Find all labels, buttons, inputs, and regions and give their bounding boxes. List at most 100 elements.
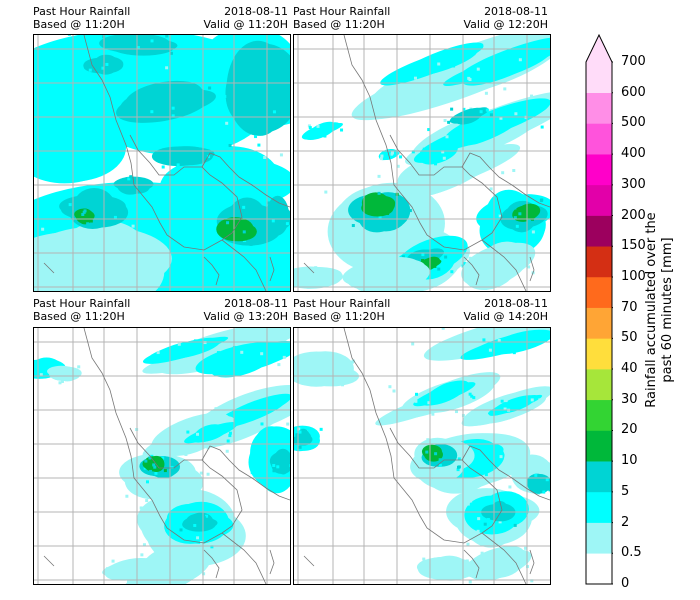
rain-speck <box>240 350 244 354</box>
colorbar-bin <box>586 522 612 554</box>
rain-speck <box>422 557 426 561</box>
rain-speck <box>457 465 461 469</box>
colorbar-bin <box>586 123 612 155</box>
rain-speck <box>153 465 157 469</box>
rain-cell <box>44 232 135 278</box>
rain-speck <box>498 520 502 524</box>
rain-speck <box>468 392 472 396</box>
coastline-east <box>201 445 290 501</box>
rain-speck <box>156 351 160 355</box>
rain-speck <box>467 76 471 80</box>
rain-speck <box>56 225 60 229</box>
rain-speck <box>323 134 327 138</box>
rain-speck <box>310 429 314 433</box>
island <box>43 555 55 567</box>
rain-speck <box>242 205 246 209</box>
rain-speck <box>530 406 534 410</box>
rain-speck <box>422 147 426 151</box>
colorbar-extend-arrow <box>586 35 612 62</box>
rain-speck <box>341 383 345 387</box>
coastline-main <box>343 328 503 544</box>
colorbar-bin <box>586 491 612 523</box>
map-grid <box>294 328 550 584</box>
rain-speck <box>316 380 320 384</box>
rain-cell <box>229 345 286 371</box>
rain-speck <box>442 156 446 160</box>
rain-speck <box>129 185 133 189</box>
rain-speck <box>171 106 175 110</box>
rain-cell <box>361 199 394 217</box>
rain-speck <box>427 128 431 132</box>
rain-speck <box>147 270 151 274</box>
rain-speck <box>277 363 281 367</box>
island <box>463 549 480 579</box>
rain-speck <box>426 264 430 268</box>
coastline-main <box>343 35 503 251</box>
rain-speck <box>469 499 473 503</box>
rain-speck <box>529 208 533 212</box>
rain-speck <box>482 568 486 572</box>
rain-speck <box>105 259 109 263</box>
rain-speck <box>250 406 254 410</box>
rain-speck <box>418 456 422 460</box>
rain-speck <box>218 516 222 520</box>
rain-speck <box>165 114 169 118</box>
rain-speck <box>60 112 64 116</box>
rain-speck <box>460 400 464 404</box>
rain-speck <box>196 536 200 540</box>
rain-speck <box>534 473 538 477</box>
rain-speck <box>129 560 133 564</box>
coastline <box>43 35 290 291</box>
rain-speck <box>316 124 320 128</box>
rain-speck <box>445 135 449 139</box>
rain-speck <box>142 543 146 547</box>
colorbar-bin <box>586 461 612 493</box>
rain-speck <box>497 338 501 342</box>
rain-speck <box>235 226 239 230</box>
rain-speck <box>89 219 93 223</box>
rain-speck <box>214 407 218 411</box>
rain-speck <box>502 495 506 499</box>
colorbar-bin <box>586 92 612 124</box>
rain-speck <box>303 278 307 282</box>
rain-speck <box>377 174 381 178</box>
colorbar-tick-label: 600 <box>621 84 646 100</box>
rain-speck <box>503 87 507 91</box>
rain-speck <box>37 363 41 367</box>
colorbar-tick-label: 400 <box>621 146 646 162</box>
rain-speck <box>111 569 115 573</box>
rain-speck <box>449 481 453 485</box>
rain-speck <box>86 222 90 226</box>
rain-speck <box>392 389 396 393</box>
rain-cell <box>192 423 232 440</box>
rain-speck <box>360 243 364 247</box>
rain-speck <box>433 264 437 268</box>
rain-speck <box>324 190 328 194</box>
rain-speck <box>390 151 394 155</box>
rain-speck <box>501 171 505 175</box>
rain-speck <box>289 464 290 468</box>
rain-cell <box>34 121 101 177</box>
rain-speck <box>203 341 207 345</box>
rain-speck <box>206 446 210 450</box>
rain-speck <box>491 514 495 518</box>
rain-speck <box>468 256 472 260</box>
rain-speck <box>529 233 533 237</box>
rain-speck <box>144 459 148 463</box>
rain-speck <box>483 522 487 526</box>
rain-speck <box>186 430 190 434</box>
panel-3-based: Based @ 11:20H <box>33 310 125 323</box>
rain-speck <box>437 62 441 66</box>
island <box>203 256 220 286</box>
rain-cell <box>157 147 209 160</box>
rain-speck <box>429 456 433 460</box>
rain-speck <box>122 68 126 72</box>
rain-speck <box>465 559 469 563</box>
rain-speck <box>169 431 173 435</box>
rain-speck <box>260 422 264 426</box>
rain-speck <box>484 91 488 95</box>
rain-speck <box>43 216 47 220</box>
rain-speck <box>438 458 442 462</box>
rain-speck <box>34 227 36 231</box>
rain-speck <box>408 209 412 213</box>
